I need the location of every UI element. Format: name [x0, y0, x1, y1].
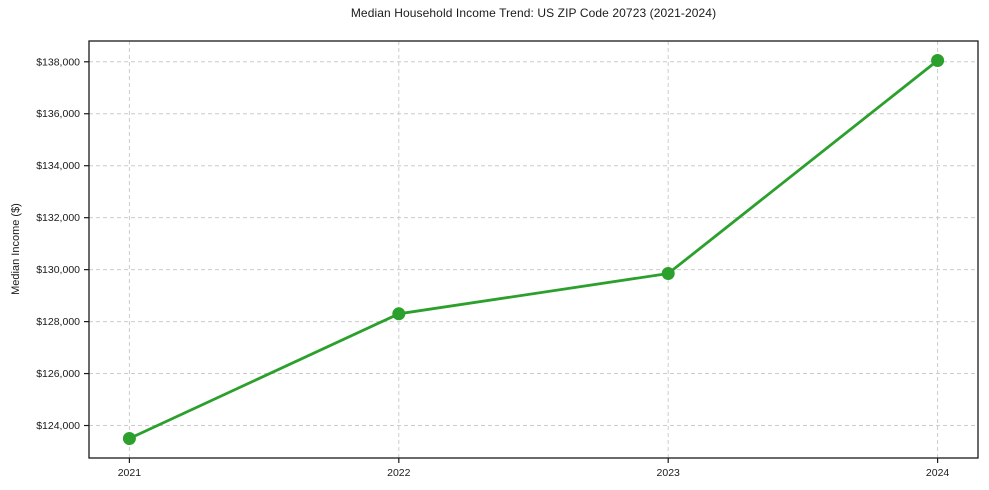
y-tick-label: $124,000: [36, 420, 80, 432]
x-tick-label: 2021: [118, 467, 142, 479]
data-point-marker: [661, 267, 675, 281]
y-tick-label: $130,000: [36, 264, 80, 276]
y-tick-label: $138,000: [36, 56, 80, 68]
x-tick-label: 2022: [387, 467, 411, 479]
y-tick-label: $132,000: [36, 212, 80, 224]
data-point-marker: [392, 307, 406, 321]
y-tick-label: $128,000: [36, 316, 80, 328]
chart-title: Median Household Income Trend: US ZIP Co…: [350, 6, 717, 20]
data-point-marker: [122, 432, 136, 446]
y-axis-label: Median Income ($): [10, 203, 22, 295]
data-point-marker: [931, 53, 945, 67]
trend-line: [128, 59, 939, 440]
plot-border: [88, 40, 979, 459]
y-tick-label: $134,000: [36, 160, 80, 172]
x-tick-label: 2023: [657, 467, 681, 479]
y-tick-label: $126,000: [36, 368, 80, 380]
y-tick-label: $136,000: [36, 108, 80, 120]
x-tick-label: 2024: [926, 467, 950, 479]
